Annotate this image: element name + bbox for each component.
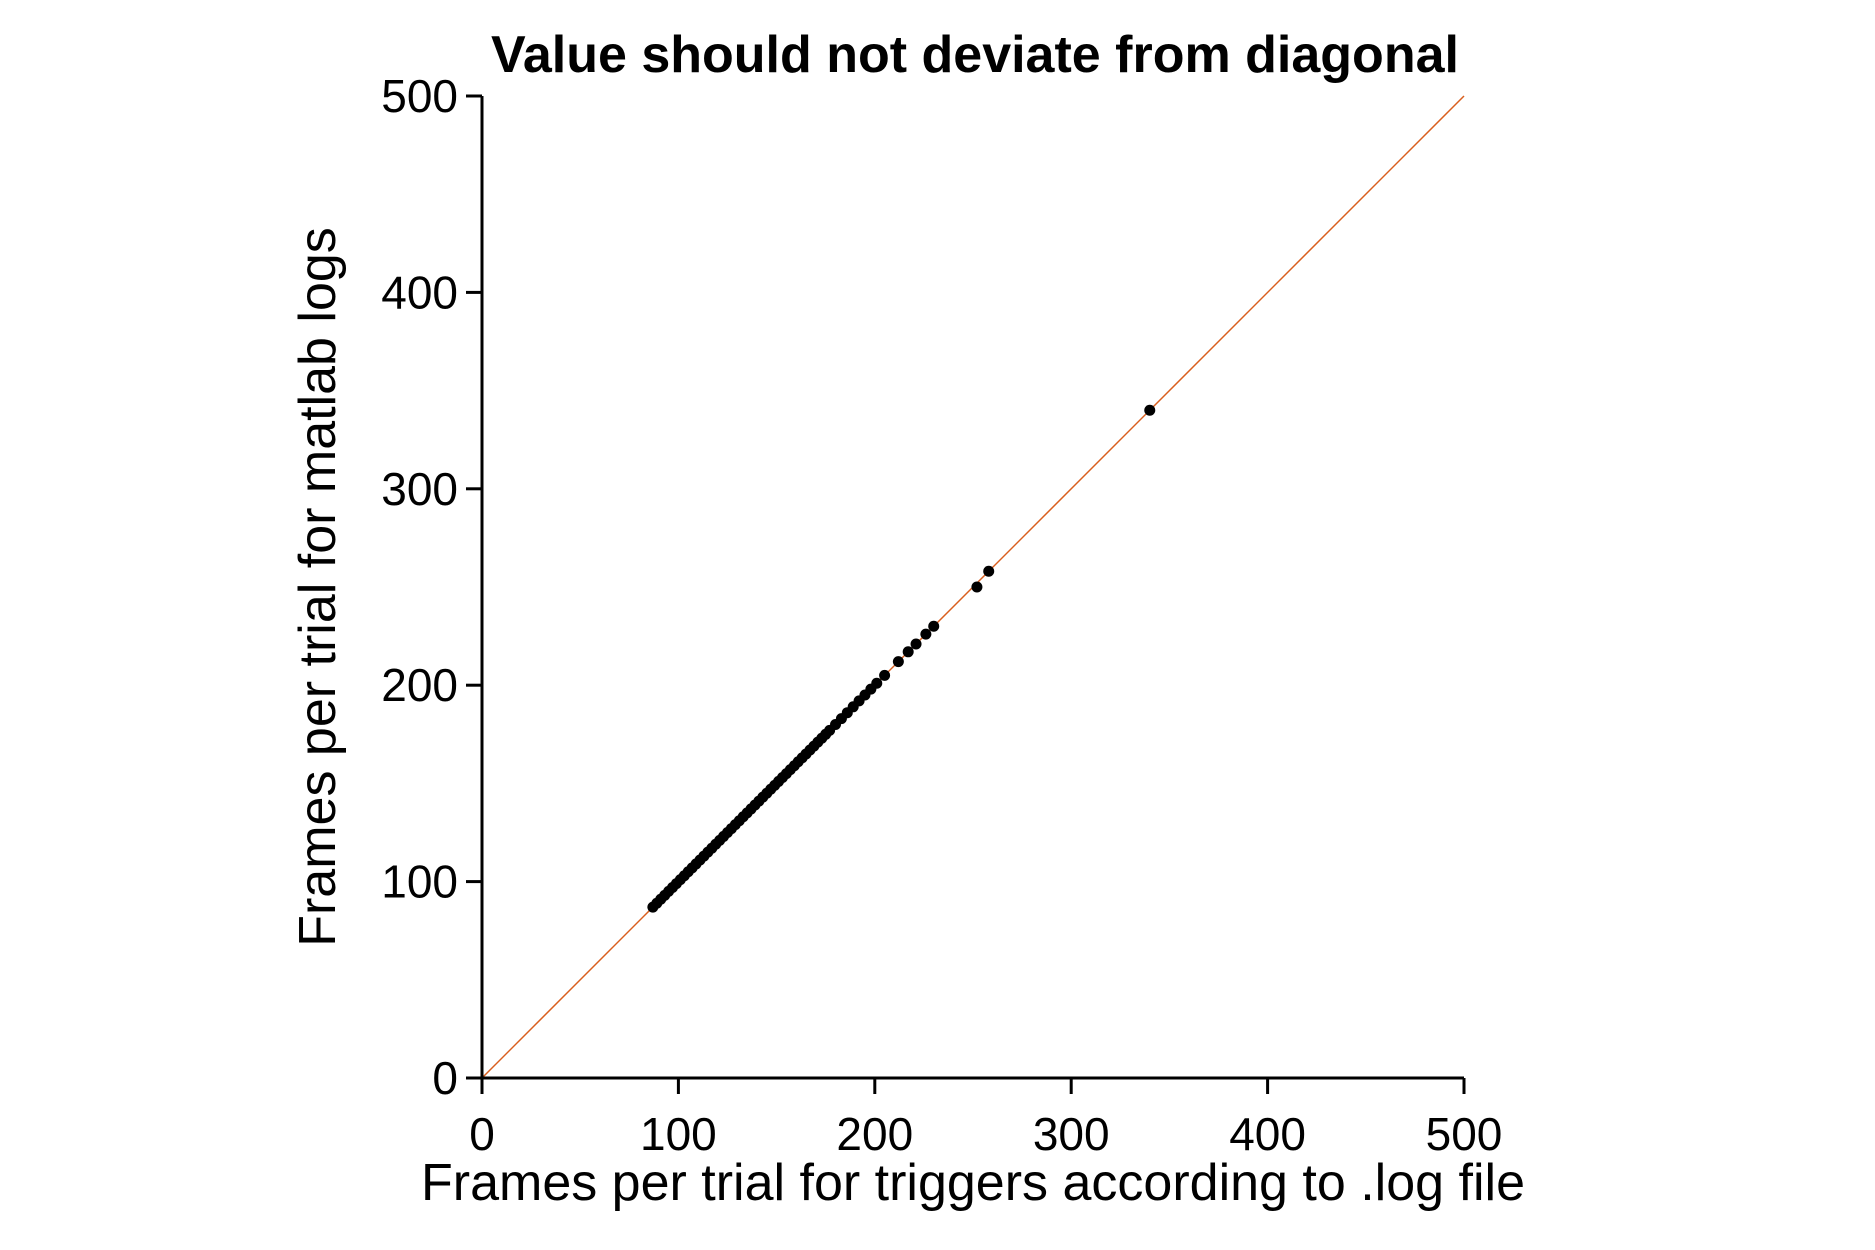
data-point bbox=[902, 646, 914, 658]
x-tick-label: 500 bbox=[1426, 1108, 1503, 1160]
y-tick-label: 300 bbox=[381, 463, 458, 515]
y-axis-label: Frames per trial for matlab logs bbox=[289, 227, 347, 947]
y-tick-label: 0 bbox=[432, 1052, 458, 1104]
x-axis-label: Frames per trial for triggers according … bbox=[421, 1154, 1525, 1212]
data-point bbox=[910, 638, 922, 650]
x-axis-ticks: 0 100 200 300 400 500 bbox=[469, 1078, 1502, 1160]
data-point bbox=[892, 656, 904, 668]
data-point bbox=[971, 581, 983, 593]
x-tick-label: 0 bbox=[469, 1108, 495, 1160]
data-point bbox=[879, 669, 891, 681]
data-point bbox=[920, 628, 932, 640]
data-point bbox=[983, 565, 995, 577]
data-point bbox=[871, 677, 883, 689]
chart-title: Value should not deviate from diagonal bbox=[491, 26, 1459, 84]
y-tick-label: 100 bbox=[381, 856, 458, 908]
x-tick-label: 100 bbox=[640, 1108, 717, 1160]
data-points-layer bbox=[647, 404, 1156, 913]
y-tick-label: 200 bbox=[381, 659, 458, 711]
y-tick-label: 400 bbox=[381, 266, 458, 318]
x-tick-label: 300 bbox=[1033, 1108, 1110, 1160]
y-axis-ticks: 0 100 200 300 400 500 bbox=[381, 70, 482, 1104]
y-tick-label: 500 bbox=[381, 70, 458, 122]
data-point bbox=[928, 620, 940, 632]
data-point bbox=[1144, 404, 1156, 416]
x-tick-label: 400 bbox=[1229, 1108, 1306, 1160]
x-tick-label: 200 bbox=[836, 1108, 913, 1160]
